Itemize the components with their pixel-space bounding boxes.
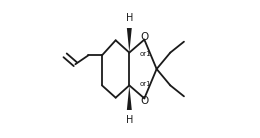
Text: or1: or1 — [140, 51, 151, 57]
Text: O: O — [140, 32, 148, 42]
Polygon shape — [127, 28, 132, 53]
Text: H: H — [126, 13, 133, 23]
Text: H: H — [126, 115, 133, 125]
Polygon shape — [127, 85, 132, 110]
Text: or1: or1 — [140, 81, 151, 87]
Text: O: O — [140, 96, 148, 106]
